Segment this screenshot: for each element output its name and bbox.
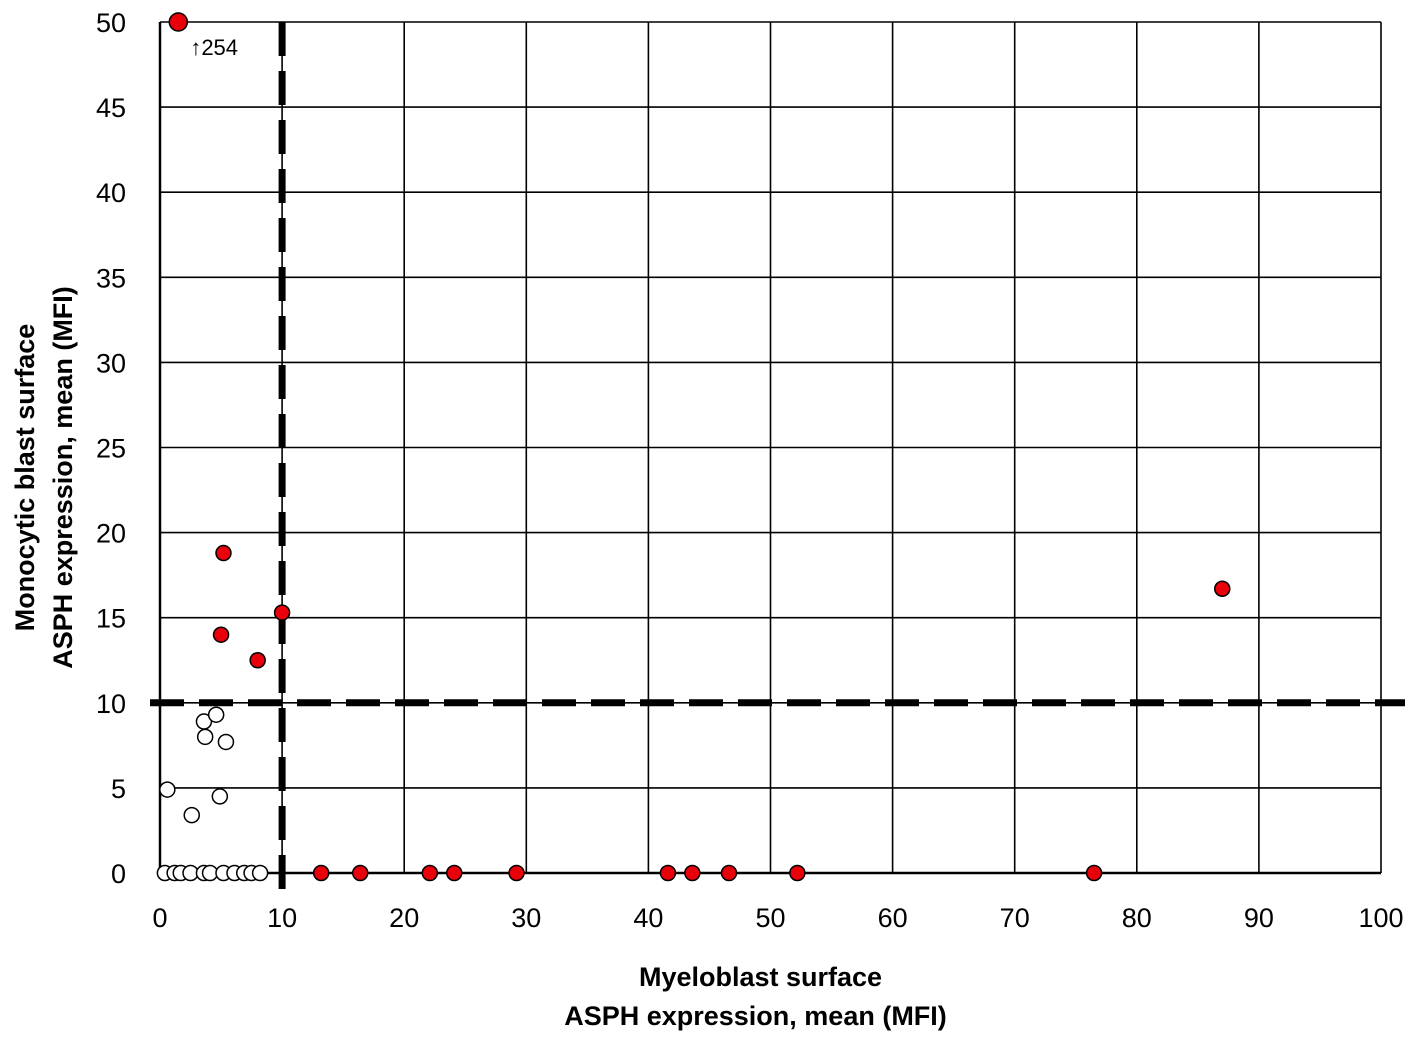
- y-tick-label: 35: [96, 263, 126, 293]
- y-tick-label: 20: [96, 519, 126, 549]
- data-point: [215, 544, 232, 562]
- data-point: [211, 788, 229, 805]
- data-point: [251, 864, 269, 882]
- x-tick-label: 60: [878, 903, 908, 933]
- y-tick-label: 10: [96, 689, 126, 719]
- data-point: [212, 626, 230, 643]
- x-tick-label: 80: [1122, 903, 1152, 933]
- data-point: [249, 652, 266, 669]
- data-point: [720, 864, 738, 882]
- y-axis-title-line-1: Monocytic blast surface: [10, 324, 40, 632]
- data-point: [217, 733, 235, 751]
- y-tick-label: 15: [96, 604, 126, 634]
- data-point: [207, 706, 225, 723]
- data-point: [421, 864, 439, 882]
- x-tick-label: 70: [1000, 903, 1030, 933]
- data-point: [159, 781, 176, 798]
- x-axis-title-line-1: Myeloblast surface: [639, 962, 882, 992]
- data-point: [351, 864, 369, 882]
- x-tick-label: 0: [152, 903, 167, 933]
- y-tick-label: 30: [96, 348, 126, 378]
- y-tick-label: 50: [96, 8, 126, 38]
- x-axis-title-line-2: ASPH expression, mean (MFI): [564, 1001, 947, 1031]
- data-point: [508, 864, 525, 882]
- x-tick-label: 30: [511, 903, 541, 933]
- annotation-label: ↑254: [190, 35, 238, 60]
- y-tick-label: 5: [111, 774, 126, 804]
- data-point: [1214, 580, 1231, 598]
- y-axis-title-line-2: ASPH expression, mean (MFI): [48, 286, 78, 669]
- tick-labels: 0 10 20 30 40 50 60 70 80 90 100 0 5 10 15 20 25 30 35 40 45…: [96, 8, 1404, 933]
- y-tick-label: 0: [111, 859, 126, 889]
- data-point: [446, 864, 463, 882]
- data-point: [183, 806, 200, 824]
- x-tick-label: 90: [1244, 903, 1274, 933]
- data-point: [789, 864, 806, 882]
- data-point: [168, 12, 189, 32]
- x-tick-label: 100: [1358, 903, 1403, 933]
- data-point: [312, 864, 330, 882]
- threshold-lines: [150, 22, 1405, 896]
- x-tick-label: 20: [389, 903, 419, 933]
- x-tick-label: 10: [267, 903, 297, 933]
- y-tick-label: 25: [96, 434, 126, 464]
- y-tick-label: 45: [96, 93, 126, 123]
- data-point: [196, 728, 214, 746]
- data-point: [684, 864, 701, 882]
- x-tick-label: 50: [755, 903, 785, 933]
- y-tick-label: 40: [96, 178, 126, 208]
- x-tick-label: 40: [633, 903, 663, 933]
- grid: [160, 21, 1382, 873]
- data-point: [273, 604, 291, 621]
- data-points: [156, 12, 1231, 882]
- data-point: [1085, 864, 1103, 882]
- data-point: [659, 864, 677, 882]
